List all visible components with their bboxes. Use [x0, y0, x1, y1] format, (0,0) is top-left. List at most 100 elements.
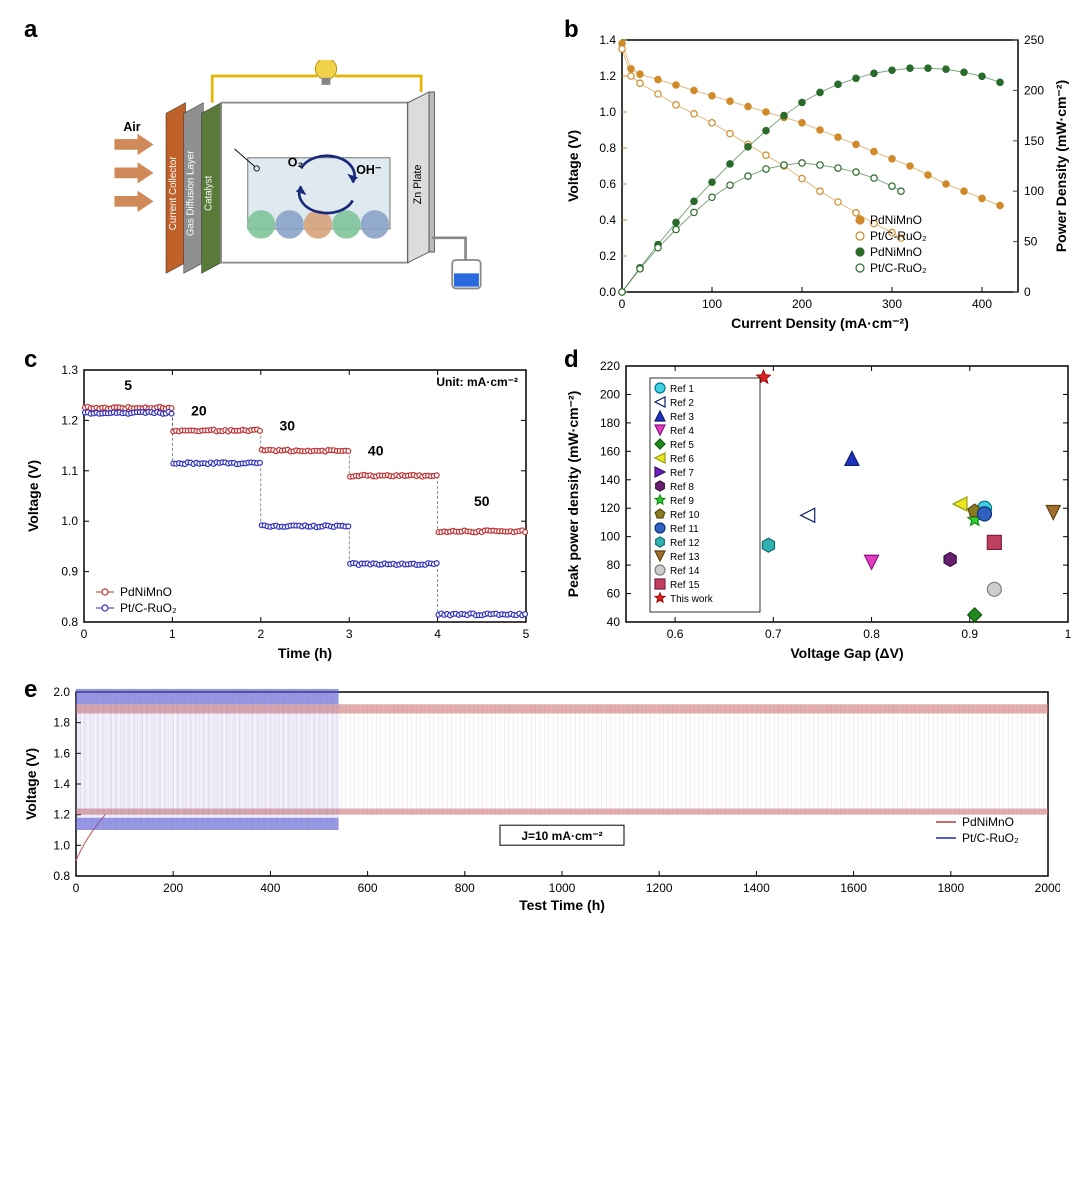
svg-text:100: 100: [600, 530, 620, 544]
svg-text:160: 160: [600, 444, 620, 458]
panel-c-label: c: [24, 346, 37, 374]
svg-text:Ref 12: Ref 12: [670, 538, 700, 549]
svg-text:Ref 7: Ref 7: [670, 468, 694, 479]
svg-text:Voltage (V): Voltage (V): [25, 460, 41, 532]
chart-e-svg: 02004006008001000120014001600180020000.8…: [20, 680, 1060, 920]
svg-text:400: 400: [260, 881, 280, 895]
svg-text:0: 0: [619, 297, 626, 311]
svg-text:Ref 2: Ref 2: [670, 398, 694, 409]
svg-text:120: 120: [600, 501, 620, 515]
svg-text:Voltage Gap (ΔV): Voltage Gap (ΔV): [790, 645, 903, 661]
svg-text:2: 2: [257, 627, 264, 641]
panel-a-label: a: [24, 16, 37, 44]
svg-text:1: 1: [169, 627, 176, 641]
svg-text:PdNiMnO: PdNiMnO: [962, 815, 1014, 829]
svg-text:800: 800: [455, 881, 475, 895]
svg-text:1.4: 1.4: [599, 33, 616, 47]
svg-text:40: 40: [607, 615, 621, 629]
svg-text:40: 40: [368, 443, 384, 459]
svg-text:O₂: O₂: [288, 156, 303, 170]
svg-text:1.1: 1.1: [61, 464, 78, 478]
svg-text:Peak power density (mW·cm⁻²): Peak power density (mW·cm⁻²): [565, 391, 581, 598]
svg-text:4: 4: [434, 627, 441, 641]
svg-text:30: 30: [280, 417, 296, 433]
svg-text:1.8: 1.8: [53, 716, 70, 730]
svg-text:Gas Diffusion Layer: Gas Diffusion Layer: [186, 150, 197, 236]
svg-text:Ref 4: Ref 4: [670, 426, 694, 437]
panel-a: a AirCurrent CollectorGas Diffusion Laye…: [20, 20, 540, 340]
svg-text:250: 250: [1024, 33, 1044, 47]
svg-text:PdNiMnO: PdNiMnO: [120, 585, 172, 599]
svg-text:Pt/C-RuO₂: Pt/C-RuO₂: [120, 601, 177, 615]
svg-text:Ref 5: Ref 5: [670, 440, 694, 451]
svg-text:0.6: 0.6: [667, 627, 684, 641]
svg-text:Unit: mA·cm⁻²: Unit: mA·cm⁻²: [436, 375, 518, 389]
svg-text:Power Density (mW·cm⁻²): Power Density (mW·cm⁻²): [1053, 80, 1069, 252]
svg-text:Catalyst: Catalyst: [203, 175, 214, 211]
svg-text:Ref 1: Ref 1: [670, 384, 694, 395]
svg-text:150: 150: [1024, 134, 1044, 148]
svg-text:0: 0: [81, 627, 88, 641]
svg-text:1.2: 1.2: [61, 413, 78, 427]
svg-text:100: 100: [702, 297, 722, 311]
svg-text:1600: 1600: [840, 881, 867, 895]
svg-text:J=10 mA·cm⁻²: J=10 mA·cm⁻²: [521, 829, 602, 843]
svg-text:80: 80: [607, 558, 621, 572]
svg-text:This work: This work: [670, 594, 714, 605]
svg-text:Zn Plate: Zn Plate: [412, 165, 424, 205]
svg-text:60: 60: [607, 587, 621, 601]
svg-text:1200: 1200: [646, 881, 673, 895]
svg-text:5: 5: [523, 627, 530, 641]
panel-c: c 0123450.80.91.01.11.21.3Time (h)Voltag…: [20, 350, 540, 670]
svg-text:0.7: 0.7: [765, 627, 782, 641]
svg-text:1.2: 1.2: [53, 808, 70, 822]
svg-text:140: 140: [600, 473, 620, 487]
svg-text:5: 5: [124, 377, 132, 393]
svg-text:1.2: 1.2: [599, 69, 616, 83]
svg-text:220: 220: [600, 359, 620, 373]
svg-text:0.8: 0.8: [599, 141, 616, 155]
chart-d-svg: 0.60.70.80.91406080100120140160180200220…: [560, 350, 1080, 670]
svg-text:0.2: 0.2: [599, 249, 616, 263]
svg-text:Ref 15: Ref 15: [670, 580, 700, 591]
schematic-svg: AirCurrent CollectorGas Diffusion LayerC…: [100, 60, 520, 300]
svg-text:1400: 1400: [743, 881, 770, 895]
svg-text:200: 200: [600, 387, 620, 401]
chart-c-svg: 0123450.80.91.01.11.21.3Time (h)Voltage …: [20, 350, 540, 670]
svg-text:Voltage (V): Voltage (V): [565, 130, 581, 202]
svg-text:2000: 2000: [1035, 881, 1060, 895]
svg-text:1: 1: [1065, 627, 1072, 641]
svg-text:200: 200: [163, 881, 183, 895]
svg-text:0.0: 0.0: [599, 285, 616, 299]
svg-text:Pt/C-RuO₂: Pt/C-RuO₂: [870, 229, 927, 243]
panel-b-label: b: [564, 16, 579, 44]
svg-text:0: 0: [73, 881, 80, 895]
svg-text:300: 300: [882, 297, 902, 311]
panel-e: e 02004006008001000120014001600180020000…: [20, 680, 1080, 930]
svg-text:Time (h): Time (h): [278, 645, 332, 661]
panel-b: b 01002003004000.00.20.40.60.81.01.21.40…: [560, 20, 1080, 340]
svg-text:OH⁻: OH⁻: [356, 163, 381, 177]
svg-text:0.8: 0.8: [53, 869, 70, 883]
svg-text:2.0: 2.0: [53, 685, 70, 699]
svg-text:1800: 1800: [937, 881, 964, 895]
panel-d-label: d: [564, 346, 579, 374]
svg-text:0.9: 0.9: [961, 627, 978, 641]
svg-text:20: 20: [191, 402, 207, 418]
svg-text:Ref 9: Ref 9: [670, 496, 694, 507]
svg-text:Ref 10: Ref 10: [670, 510, 700, 521]
svg-text:1000: 1000: [549, 881, 576, 895]
svg-text:Ref 8: Ref 8: [670, 482, 694, 493]
svg-text:100: 100: [1024, 184, 1044, 198]
svg-text:400: 400: [972, 297, 992, 311]
svg-text:0: 0: [1024, 285, 1031, 299]
svg-text:Current Density (mA·cm⁻²): Current Density (mA·cm⁻²): [731, 315, 909, 331]
svg-text:Pt/C-RuO₂: Pt/C-RuO₂: [962, 831, 1019, 845]
svg-text:1.3: 1.3: [61, 363, 78, 377]
svg-text:50: 50: [474, 493, 490, 509]
svg-text:PdNiMnO: PdNiMnO: [870, 245, 922, 259]
panel-e-label: e: [24, 676, 37, 704]
svg-text:3: 3: [346, 627, 353, 641]
svg-text:Air: Air: [123, 120, 140, 134]
panel-d: d 0.60.70.80.914060801001201401601802002…: [560, 350, 1080, 670]
